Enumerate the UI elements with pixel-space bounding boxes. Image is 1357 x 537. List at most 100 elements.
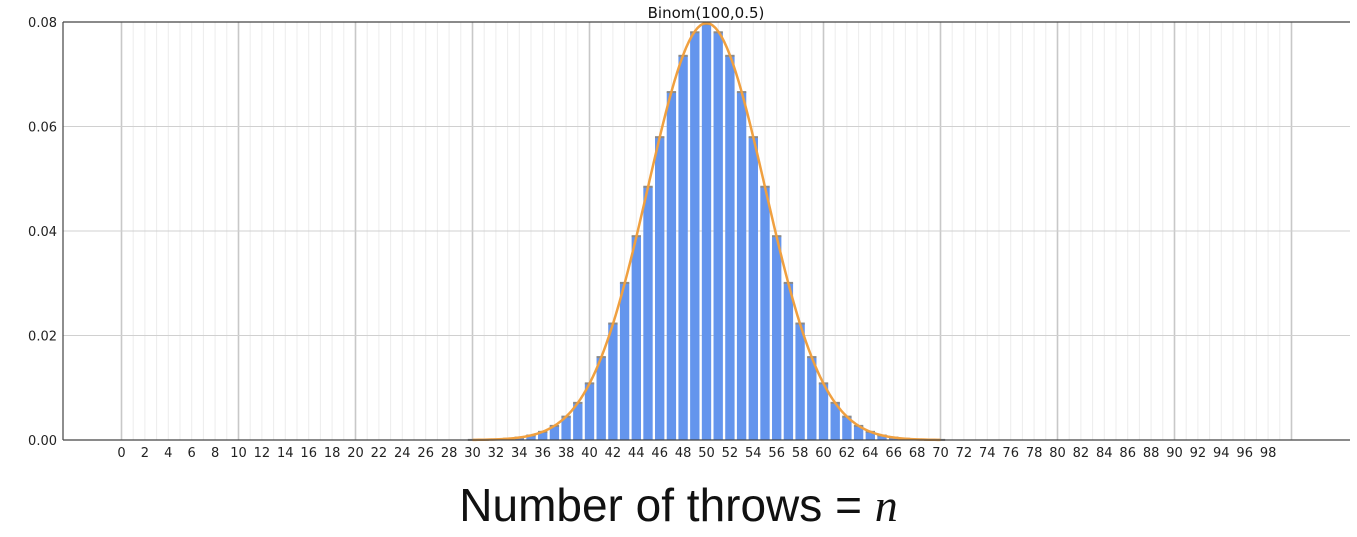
x-tick-label: 0 [117,446,125,461]
x-tick-label: 4 [164,446,172,461]
y-tick-label: 0.00 [28,434,57,449]
x-tick-label: 44 [628,446,645,461]
x-tick-label: 56 [768,446,785,461]
bar [701,24,712,441]
x-tick-label: 34 [511,446,528,461]
x-tick-label: 92 [1190,446,1207,461]
x-tick-label: 90 [1166,446,1183,461]
bar [818,383,829,440]
x-tick-label: 20 [347,446,364,461]
x-axis-label-variable: n [874,480,898,531]
x-tick-label: 24 [394,446,411,461]
x-tick-label: 42 [605,446,622,461]
x-tick-label: 36 [534,446,551,461]
bar [842,416,852,440]
bar [619,282,630,440]
y-tick-label: 0.08 [28,16,57,31]
x-tick-label: 26 [417,446,434,461]
x-tick-label: 60 [815,446,832,461]
x-tick-label: 2 [141,446,149,461]
x-tick-label: 54 [745,446,762,461]
x-tick-label: 48 [675,446,692,461]
x-tick-label: 38 [558,446,575,461]
axes [62,21,1350,441]
y-tick-label: 0.04 [28,225,57,240]
x-tick-label: 86 [1119,446,1136,461]
bar [772,236,782,440]
x-tick-label: 76 [1002,446,1019,461]
x-tick-label: 98 [1260,446,1277,461]
normal-curve-line [472,21,941,442]
x-axis-label-text: Number of throws [459,479,823,531]
x-tick-label: 68 [909,446,926,461]
x-tick-label: 28 [441,446,458,461]
bar [807,357,817,440]
bar [549,425,560,440]
x-tick-label: 18 [324,446,341,461]
bar [561,416,571,440]
bar [877,435,887,440]
x-tick-label: 32 [488,446,505,461]
chart-title: Binom(100,0.5) [648,4,765,22]
x-tick-label: 52 [722,446,739,461]
x-tick-label: 40 [581,446,598,461]
bar [573,402,583,440]
bar [584,383,595,440]
x-tick-label: 96 [1236,446,1253,461]
x-tick-label: 46 [651,446,668,461]
bar [795,323,805,440]
bar [526,435,536,440]
bar [889,437,899,440]
x-tick-label: 6 [188,446,196,461]
bar [608,323,618,440]
bar [783,282,794,440]
x-axis-label-relation: = [835,479,862,531]
bar [830,402,840,440]
bar [514,437,524,440]
x-tick-label: 8 [211,446,219,461]
x-tick-label: 30 [464,446,481,461]
bar [748,137,758,440]
x-tick-label: 14 [277,446,294,461]
bar [538,431,548,440]
bar [678,55,688,440]
x-axis-label: Number of throws = n [0,478,1357,532]
x-tick-label: 50 [698,446,715,461]
bar [725,55,735,440]
bar [760,186,770,440]
x-tick-label: 84 [1096,446,1113,461]
x-tick-label: 74 [979,446,996,461]
x-tick-label: 12 [254,446,271,461]
bar [655,137,665,440]
bar [713,32,723,441]
bar [643,186,653,440]
x-tick-label: 16 [300,446,317,461]
bars [467,23,946,441]
x-tick-label: 78 [1026,446,1043,461]
grid-lines [63,21,1350,441]
x-tick-label: 72 [956,446,973,461]
x-tick-label: 88 [1143,446,1160,461]
y-tick-label: 0.06 [28,121,57,136]
x-tick-label: 80 [1049,446,1066,461]
x-tick-label: 70 [932,446,949,461]
x-tick-label: 82 [1073,446,1090,461]
bar [853,425,864,440]
bar [736,92,747,440]
x-tick-label: 58 [792,446,809,461]
bar [631,236,641,440]
y-tick-label: 0.02 [28,330,57,345]
bar [666,92,677,440]
y-tick-labels: 0.00 0.02 0.04 0.06 0.08 [28,16,57,449]
normal-curve [472,21,941,442]
bar [865,431,875,440]
x-tick-label: 22 [371,446,388,461]
x-tick-label: 66 [885,446,902,461]
x-tick-label: 62 [839,446,856,461]
x-tick-labels: 0 2 4 6 8 10 12 14 16 18 20 22 24 26 28 30 32 34 36 38 40 42 4… [117,446,1276,461]
bar [596,357,606,440]
x-tick-label: 10 [230,446,247,461]
x-tick-label: 64 [862,446,879,461]
bar [690,32,700,441]
